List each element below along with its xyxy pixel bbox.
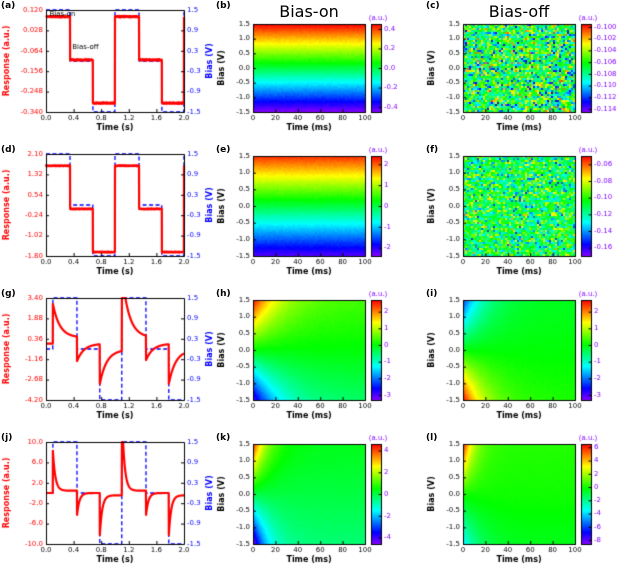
panel-a-response-time-series: (a): [0, 0, 215, 144]
panel-e-label: (e): [216, 145, 231, 155]
panel-a-plot-canvas: [0, 0, 215, 144]
panel-g-plot-canvas: [0, 288, 215, 432]
panel-f-bias-off-heatmap: (f): [425, 144, 635, 288]
panel-i-heatmap-canvas: [425, 288, 635, 432]
panel-i-label: (i): [426, 289, 438, 299]
panel-e-heatmap-canvas: [215, 144, 425, 288]
panel-c-label: (c): [426, 1, 440, 11]
panel-h-heatmap-canvas: [215, 288, 425, 432]
panel-l-label: (l): [426, 433, 438, 443]
panel-f-heatmap-canvas: [425, 144, 635, 288]
panel-g-label: (g): [1, 289, 16, 299]
panel-j-response-time-series: (j): [0, 432, 215, 576]
panel-g-response-time-series: (g): [0, 288, 215, 432]
panel-d-label: (d): [1, 145, 16, 155]
panel-j-label: (j): [1, 433, 13, 443]
panel-k-bias-on-heatmap: (k): [215, 432, 425, 576]
panel-c-heatmap-canvas: [425, 0, 635, 144]
panel-d-response-time-series: (d): [0, 144, 215, 288]
panel-b-heatmap-canvas: [215, 0, 425, 144]
panel-f-label: (f): [426, 145, 439, 155]
panel-b-label: (b): [216, 1, 231, 11]
panel-l-bias-off-heatmap: (l): [425, 432, 635, 576]
panel-e-bias-on-heatmap: (e): [215, 144, 425, 288]
panel-l-heatmap-canvas: [425, 432, 635, 576]
panel-k-label: (k): [216, 433, 231, 443]
panel-h-bias-on-heatmap: (h): [215, 288, 425, 432]
panel-a-label: (a): [1, 1, 16, 11]
panel-j-plot-canvas: [0, 432, 215, 576]
panel-h-label: (h): [216, 289, 231, 299]
panel-b-bias-on-heatmap: (b): [215, 0, 425, 144]
panel-k-heatmap-canvas: [215, 432, 425, 576]
panel-c-bias-off-heatmap: (c): [425, 0, 635, 144]
panel-i-bias-off-heatmap: (i): [425, 288, 635, 432]
panel-d-plot-canvas: [0, 144, 215, 288]
